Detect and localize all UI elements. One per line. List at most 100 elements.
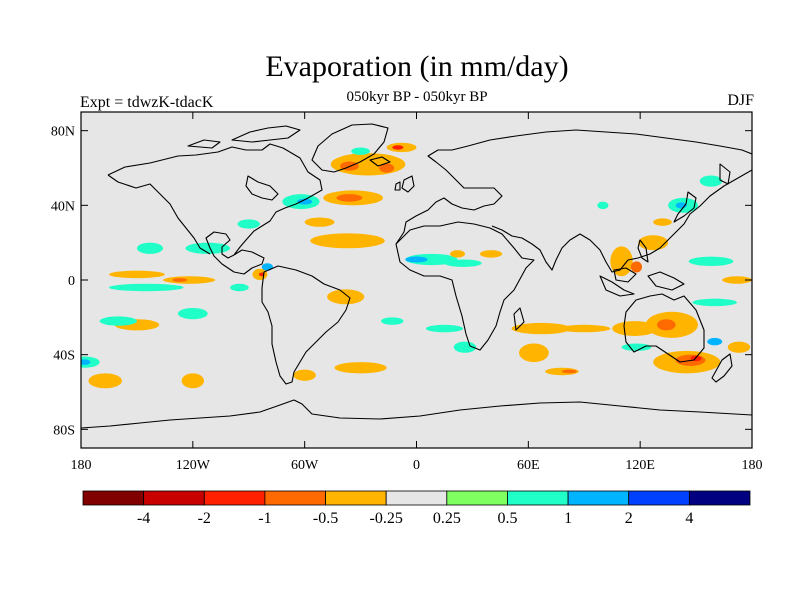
coastline-australia (623, 293, 705, 363)
anomaly-region (392, 145, 404, 150)
anomaly-region (425, 324, 464, 333)
colorbar-label: -1 (258, 510, 271, 527)
anomaly-region (511, 322, 572, 335)
anomaly-region (450, 250, 465, 258)
anomaly-region (334, 362, 387, 374)
anomaly-region (656, 319, 676, 331)
x-tick-label: 0 (413, 458, 420, 473)
anomaly-region (237, 219, 260, 229)
colorbar-label: 0.5 (497, 510, 517, 527)
anomaly-region (405, 256, 428, 263)
coastline-british-isles (394, 175, 415, 193)
coastline-arctic-islands (187, 125, 301, 149)
map-axes: 180 120W 60W 0 60E 120E 180 80N 40N 0 40S 80S (51, 112, 763, 473)
anomaly-region (181, 373, 205, 389)
anomaly-region (185, 242, 231, 254)
colorbar-swatch (385, 490, 448, 506)
coastline-iceland (369, 156, 391, 167)
anomaly-region (545, 367, 579, 376)
colorbar-swatch (325, 490, 387, 506)
colorbar-swatch (446, 490, 508, 506)
anomaly-region (519, 343, 549, 363)
x-tick-label: 180 (742, 458, 763, 473)
coastline-asia (467, 129, 752, 273)
anomaly-region (621, 343, 652, 351)
anomaly-region (638, 235, 669, 251)
figure-title: Evaporation (in mm/day) (265, 50, 569, 83)
anomaly-region (336, 194, 363, 202)
coastline-madagascar (513, 307, 525, 331)
colorbar-swatch (688, 490, 751, 506)
anomaly-region (688, 256, 734, 267)
anomaly-region (699, 175, 723, 187)
anomaly-region (230, 283, 249, 292)
colorbar: -4 -2 -1 -0.5 -0.25 0.25 0.5 1 2 4 (82, 490, 751, 527)
coastline-antarctica (81, 399, 752, 429)
coastline-japan (673, 191, 697, 223)
anomaly-region (561, 369, 577, 374)
anomaly-layer (81, 142, 752, 389)
coastlines (81, 123, 752, 429)
y-tick-label: 80S (53, 423, 75, 438)
colorbar-swatch (567, 490, 630, 506)
anomaly-region (727, 341, 751, 353)
anomaly-region (558, 324, 611, 333)
anomaly-region (453, 341, 477, 353)
colorbar-label: -0.5 (313, 510, 338, 527)
colorbar-label: 2 (625, 510, 633, 527)
anomaly-region (297, 198, 313, 205)
anomaly-region (707, 337, 723, 346)
anomaly-region (653, 218, 672, 226)
colorbar-label: -4 (137, 510, 150, 527)
y-tick-label: 0 (68, 274, 75, 289)
anomaly-region (351, 147, 370, 155)
coastline-north-america (107, 143, 323, 275)
anomaly-region (172, 278, 188, 282)
x-tick-label: 60W (291, 458, 319, 473)
y-tick-label: 40S (53, 349, 75, 364)
colorbar-swatch (203, 490, 266, 506)
anomaly-region (722, 276, 752, 284)
anomaly-region (327, 289, 365, 305)
anomaly-region (692, 298, 738, 307)
anomaly-region (81, 359, 91, 365)
anomaly-region (479, 250, 503, 258)
colorbar-label: 0.25 (433, 510, 461, 527)
x-tick-label: 180 (71, 458, 92, 473)
anomaly-region (630, 261, 643, 273)
experiment-label: Expt = tdwzK-tdacK (80, 94, 214, 111)
colorbar-swatch (628, 490, 690, 506)
anomaly-region (163, 276, 216, 284)
colorbar-swatch (264, 490, 326, 506)
anomaly-region (304, 217, 335, 227)
colorbar-swatch (507, 490, 569, 506)
y-tick-label: 80N (51, 125, 75, 140)
coastline-kamchatka (719, 163, 731, 185)
anomaly-region (88, 373, 123, 389)
coastline-greenland (311, 123, 389, 173)
coastline-north-america-west (107, 174, 211, 255)
colorbar-label: 1 (564, 510, 572, 527)
anomaly-region (310, 233, 385, 249)
coastline-south-america (261, 265, 351, 385)
season-label: DJF (727, 92, 754, 109)
anomaly-region (177, 308, 208, 320)
figure-subtitle: 050kyr BP - 050kyr BP (346, 89, 488, 105)
anomaly-region (108, 283, 184, 292)
anomaly-region (99, 316, 137, 326)
colorbar-label: 4 (685, 510, 693, 527)
anomaly-region (108, 270, 165, 279)
anomaly-region (381, 317, 404, 325)
coastline-hudson-bay (245, 175, 279, 201)
colorbar-label: -2 (198, 510, 211, 527)
x-tick-label: 120W (176, 458, 211, 473)
colorbar-label: -0.25 (370, 510, 403, 527)
x-tick-label: 60E (517, 458, 540, 473)
anomaly-region (136, 242, 164, 254)
coastline-new-zealand (711, 353, 733, 383)
coastline-indonesia (599, 267, 685, 297)
anomaly-region (597, 201, 609, 210)
anomaly-region (379, 163, 395, 173)
coastline-philippines (637, 239, 649, 263)
